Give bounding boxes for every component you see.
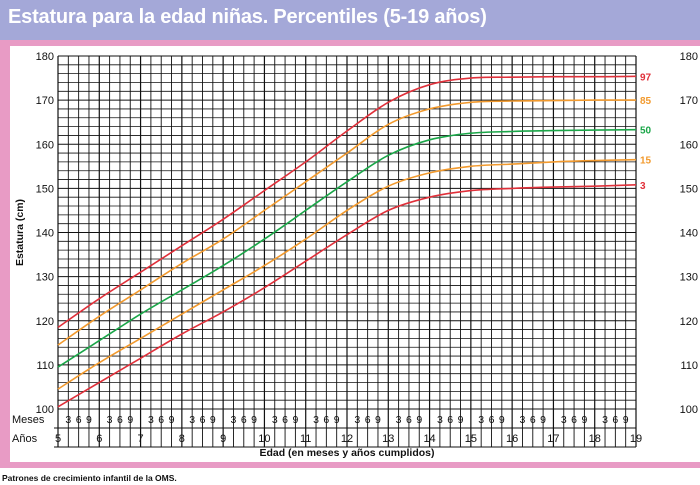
- month-tick-label: 6: [117, 414, 123, 426]
- y-tick-label-right: 180: [680, 51, 698, 63]
- month-tick-label: 9: [458, 414, 464, 426]
- chart-frame: 100 100 110 110 120 120 130 130 140 140 150 150 160 1…: [0, 40, 700, 468]
- y-tick-label-left: 180: [36, 51, 54, 63]
- months-row-label: Meses: [12, 414, 45, 426]
- year-tick-label: 9: [220, 433, 226, 445]
- percentile-curve-85: [57, 99, 636, 346]
- month-tick-label: 6: [406, 414, 412, 426]
- y-tick-label-left: 100: [36, 404, 54, 416]
- month-tick-label: 3: [107, 414, 113, 426]
- percentile-label-50: 50: [640, 126, 652, 137]
- year-tick-label: 8: [179, 433, 185, 445]
- month-tick-label: 6: [76, 414, 82, 426]
- y-tick-label-right: 120: [680, 316, 698, 328]
- month-tick-label: 6: [282, 414, 288, 426]
- y-tick-label-left: 150: [36, 183, 54, 195]
- month-tick-label: 6: [158, 414, 164, 426]
- percentile-label-3: 3: [640, 181, 646, 192]
- month-tick-label: 3: [396, 414, 402, 426]
- month-tick-label: 6: [323, 414, 329, 426]
- y-tick-label-right: 100: [680, 404, 698, 416]
- percentile-curve-97: [57, 75, 637, 329]
- year-tick-label: 7: [138, 433, 144, 445]
- month-tick-label: 6: [489, 414, 495, 426]
- month-tick-label: 3: [354, 414, 360, 426]
- title-bar: Estatura para la edad niñas. Percentiles…: [0, 0, 700, 40]
- year-tick-label: 15: [465, 433, 477, 445]
- month-tick-label: 3: [437, 414, 443, 426]
- grid: [54, 55, 637, 448]
- y-tick-label-right: 160: [680, 139, 698, 151]
- percentile-curve-50: [57, 128, 637, 368]
- footer-note: Patrones de crecimiento infantil de la O…: [2, 473, 177, 483]
- y-tick-label-right: 130: [680, 272, 698, 284]
- month-tick-label: 6: [530, 414, 536, 426]
- month-tick-label: 9: [375, 414, 381, 426]
- month-tick-label: 9: [86, 414, 92, 426]
- month-tick-label: 9: [416, 414, 422, 426]
- month-tick-label: 9: [292, 414, 298, 426]
- growth-chart: 100 100 110 110 120 120 130 130 140 140 150 150 160 1…: [12, 51, 698, 459]
- axis-labels: 100 100 110 110 120 120 130 130 140 140 150 150 160 1…: [12, 51, 698, 459]
- month-tick-label: 9: [623, 414, 629, 426]
- percentile-label-85: 85: [640, 96, 652, 107]
- month-tick-label: 9: [581, 414, 587, 426]
- year-tick-label: 12: [341, 433, 353, 445]
- month-tick-label: 3: [148, 414, 154, 426]
- year-tick-label: 11: [300, 433, 311, 445]
- month-tick-label: 6: [447, 414, 453, 426]
- y-tick-label-right: 170: [680, 95, 698, 107]
- year-tick-label: 19: [630, 433, 642, 445]
- month-tick-label: 3: [478, 414, 484, 426]
- month-tick-label: 9: [251, 414, 257, 426]
- month-tick-label: 9: [540, 414, 546, 426]
- month-tick-label: 9: [499, 414, 505, 426]
- month-tick-label: 3: [272, 414, 278, 426]
- month-tick-label: 3: [65, 414, 71, 426]
- y-tick-label-right: 110: [680, 360, 698, 372]
- year-tick-label: 13: [382, 433, 394, 445]
- year-tick-label: 16: [506, 433, 518, 445]
- y-tick-label-left: 120: [36, 316, 54, 328]
- percentile-curve-3: [57, 184, 637, 408]
- month-tick-label: 3: [189, 414, 195, 426]
- y-tick-label-right: 150: [680, 183, 698, 195]
- month-tick-label: 3: [313, 414, 319, 426]
- month-tick-label: 6: [571, 414, 577, 426]
- month-tick-label: 9: [334, 414, 340, 426]
- year-tick-label: 18: [589, 433, 601, 445]
- chart-title: Estatura para la edad niñas. Percentiles…: [8, 6, 487, 28]
- month-tick-label: 3: [561, 414, 567, 426]
- month-tick-label: 9: [210, 414, 216, 426]
- month-tick-label: 3: [231, 414, 237, 426]
- month-tick-label: 9: [169, 414, 175, 426]
- x-axis-label: Edad (en meses y años cumplidos): [259, 447, 434, 459]
- month-tick-label: 6: [365, 414, 371, 426]
- y-tick-label-left: 170: [36, 95, 54, 107]
- y-tick-label-left: 130: [36, 272, 54, 284]
- month-tick-label: 6: [241, 414, 247, 426]
- percentile-curve-15: [57, 158, 637, 390]
- chart-panel: 100 100 110 110 120 120 130 130 140 140 150 150 160 1…: [10, 46, 700, 462]
- y-tick-label-left: 160: [36, 139, 54, 151]
- month-tick-label: 3: [520, 414, 526, 426]
- month-tick-label: 6: [612, 414, 618, 426]
- month-tick-label: 6: [200, 414, 206, 426]
- percentile-label-97: 97: [640, 72, 652, 83]
- year-tick-label: 6: [96, 433, 102, 445]
- years-row-label: Años: [12, 433, 38, 445]
- year-tick-label: 10: [258, 433, 270, 445]
- year-tick-label: 5: [55, 433, 61, 445]
- percentile-label-15: 15: [640, 156, 652, 167]
- y-tick-label-right: 140: [680, 228, 698, 240]
- month-tick-label: 3: [602, 414, 608, 426]
- percentile-curves: [57, 75, 637, 408]
- month-tick-label: 9: [127, 414, 133, 426]
- y-axis-label: Estatura (cm): [14, 199, 26, 266]
- y-tick-label-left: 140: [36, 228, 54, 240]
- y-tick-label-left: 110: [36, 360, 54, 372]
- year-tick-label: 14: [423, 433, 435, 445]
- year-tick-label: 17: [547, 433, 559, 445]
